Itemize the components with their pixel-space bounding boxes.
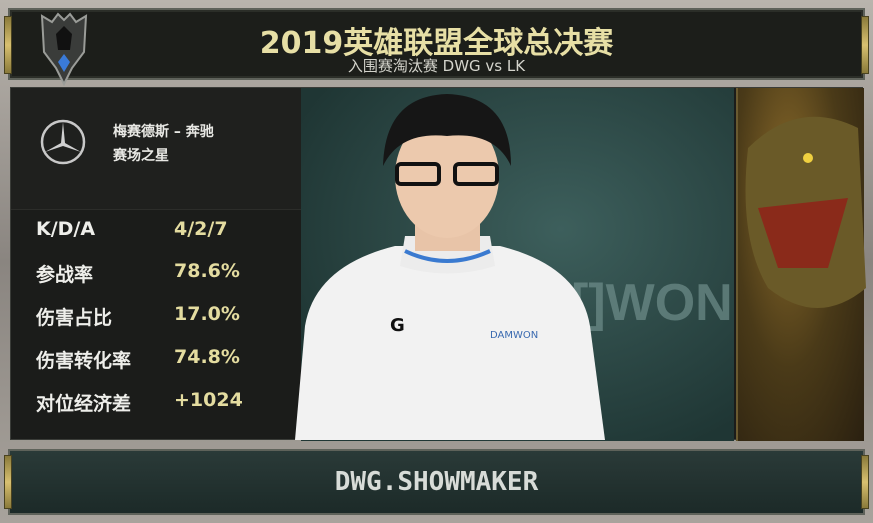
stat-value: 74.8% xyxy=(174,346,240,368)
stat-value: +1024 xyxy=(174,389,243,411)
stat-label: 参战率 xyxy=(36,264,94,286)
team-watermark: []WON xyxy=(571,274,733,332)
stat-value: 78.6% xyxy=(174,260,240,282)
gold-cap-right xyxy=(861,16,869,74)
stat-label: 伤害转化率 xyxy=(36,350,132,372)
player-name-bar: DWG.SHOWMAKER xyxy=(8,449,865,515)
stat-row: 伤害转化率 74.8% xyxy=(36,346,296,376)
champion-art xyxy=(736,88,866,441)
stat-label: K/D/A xyxy=(36,218,96,240)
player-name: DWG.SHOWMAKER xyxy=(334,467,539,497)
match-subtitle: 入围赛淘汰赛 DWG vs LK xyxy=(347,57,526,75)
svg-text:G: G xyxy=(390,315,405,336)
award-name: 赛场之星 xyxy=(113,148,169,164)
worlds-trophy-logo xyxy=(40,12,88,87)
stat-row: 参战率 78.6% xyxy=(36,260,296,290)
svg-text:DAMWON: DAMWON xyxy=(490,330,538,341)
mercedes-benz-logo xyxy=(40,119,86,165)
stat-label: 对位经济差 xyxy=(36,393,132,415)
stat-row: 对位经济差 +1024 xyxy=(36,389,296,419)
gold-cap-left xyxy=(4,16,12,74)
gold-cap-right xyxy=(861,455,869,509)
stat-value: 17.0% xyxy=(174,303,240,325)
stat-row: K/D/A 4/2/7 xyxy=(36,218,296,248)
header-bar: 2019英雄联盟全球总决赛 入围赛淘汰赛 DWG vs LK xyxy=(8,8,865,87)
gold-cap-left xyxy=(4,455,12,509)
stat-value: 4/2/7 xyxy=(174,218,228,240)
sponsor-name: 梅赛德斯 – 奔驰 xyxy=(113,124,214,140)
sponsor-block: 梅赛德斯 – 奔驰 赛场之星 xyxy=(11,88,301,210)
event-title: 2019英雄联盟全球总决赛 xyxy=(259,26,614,61)
stat-row: 伤害占比 17.0% xyxy=(36,303,296,333)
player-photo: G DAMWON xyxy=(295,94,605,440)
stat-label: 伤害占比 xyxy=(36,307,113,329)
